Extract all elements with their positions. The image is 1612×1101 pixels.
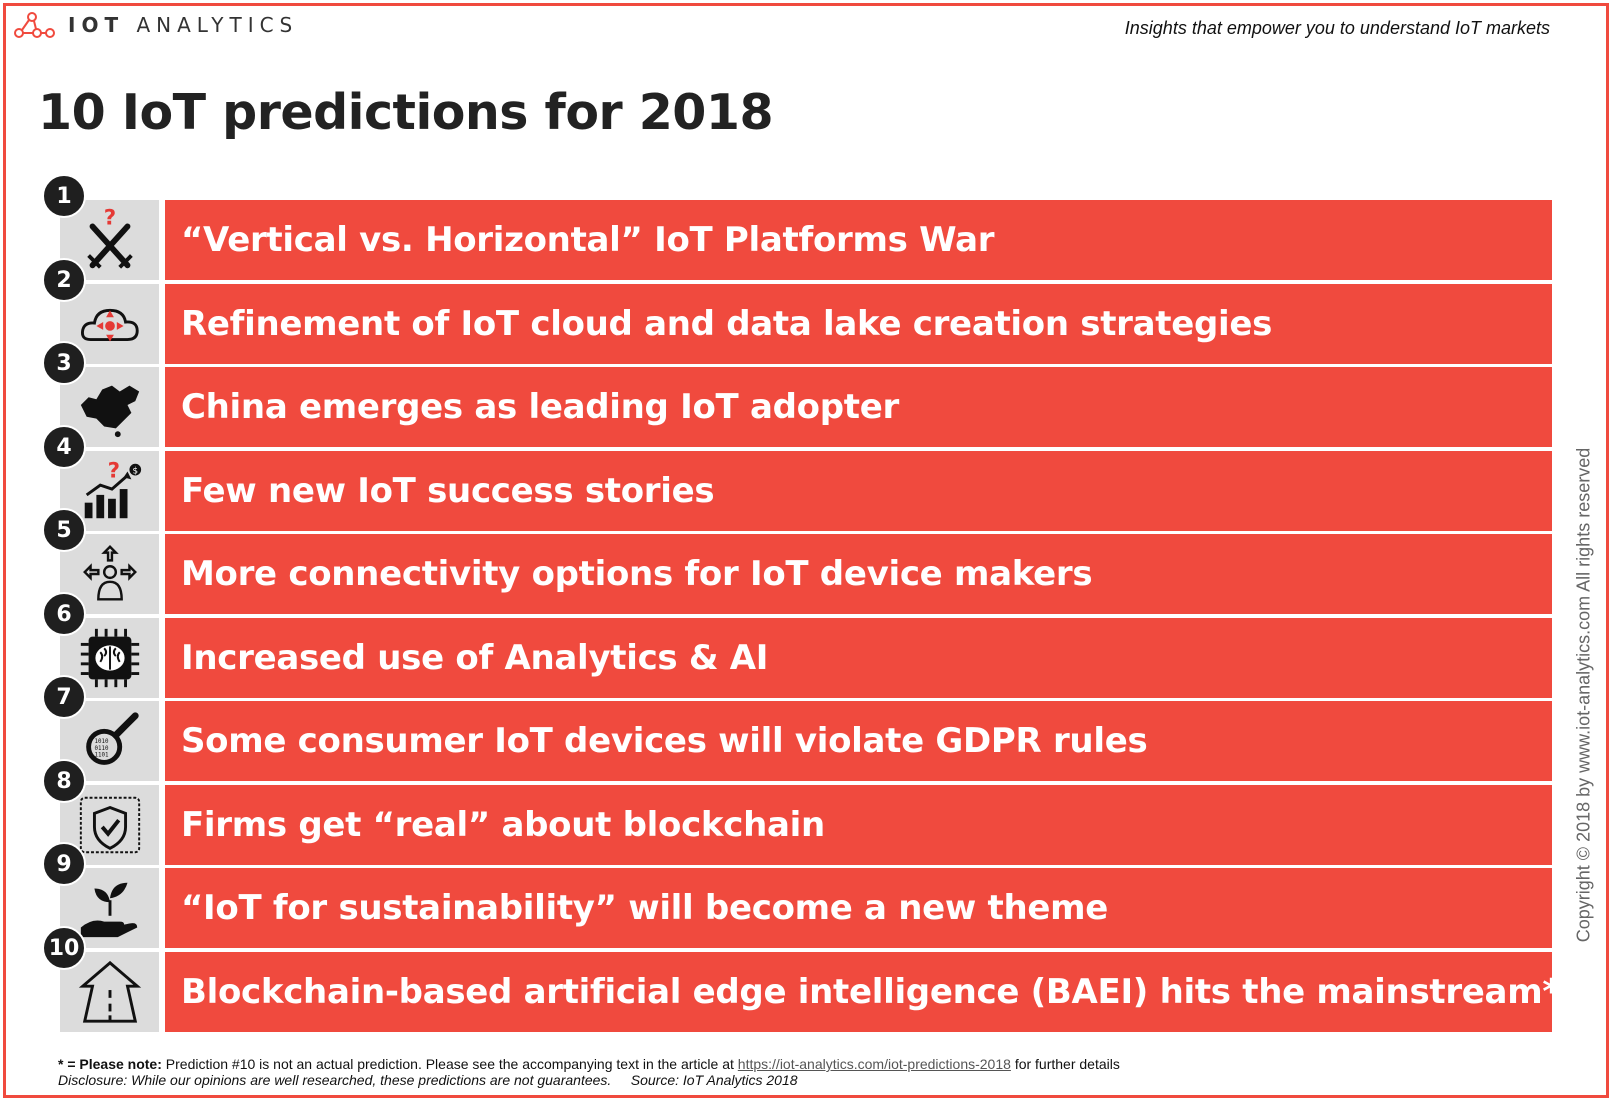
prediction-row: China emerges as leading IoT adopter (0, 367, 1612, 447)
logo: IOT ANALYTICS (12, 8, 298, 42)
prediction-row: ? $ Few new IoT success stories (0, 451, 1612, 531)
prediction-text: China emerges as leading IoT adopter (181, 387, 899, 427)
prediction-bar: Refinement of IoT cloud and data lake cr… (165, 284, 1552, 364)
prediction-row: More connectivity options for IoT device… (0, 534, 1612, 614)
footnote-line-1: * = Please note: Prediction #10 is not a… (58, 1056, 1120, 1072)
prediction-number-badge: 5 (42, 508, 86, 552)
prediction-row: ? “Vertical vs. Horizontal” IoT Platforms… (0, 200, 1612, 280)
prediction-row: 1010 0110 1101 Some consumer IoT devices wi… (0, 701, 1612, 781)
hand-plant-icon (80, 882, 137, 938)
prediction-number-badge: 3 (42, 341, 86, 385)
prediction-bar: Some consumer IoT devices will violate G… (165, 701, 1552, 781)
prediction-text: Increased use of Analytics & AI (181, 638, 769, 678)
prediction-number-badge: 4 (42, 425, 86, 469)
prediction-number-badge: 10 (42, 926, 86, 970)
svg-text:1101: 1101 (94, 753, 109, 759)
prediction-number-badge: 8 (42, 759, 86, 803)
prediction-text: Firms get “real” about blockchain (181, 805, 825, 845)
prediction-row: Refinement of IoT cloud and data lake cr… (0, 284, 1612, 364)
prediction-bar: “Vertical vs. Horizontal” IoT Platforms … (165, 200, 1552, 280)
copyright-notice: Copyright © 2018 by www.iot-analytics.co… (1573, 447, 1594, 943)
prediction-number-badge: 6 (42, 592, 86, 636)
road-icon (78, 960, 141, 1023)
prediction-bar: Increased use of Analytics & AI (165, 618, 1552, 698)
prediction-number-badge: 1 (42, 174, 86, 218)
person-arrows-icon (82, 545, 137, 601)
prediction-bar: Blockchain-based artificial edge intelli… (165, 952, 1560, 1032)
prediction-row: Firms get “real” about blockchain (0, 785, 1612, 865)
prediction-bar: Few new IoT success stories (165, 451, 1552, 531)
page-title: 10 IoT predictions for 2018 (38, 84, 774, 141)
crossed-swords-question-icon: ? (86, 205, 133, 269)
svg-text:$: $ (132, 467, 138, 477)
prediction-text: Refinement of IoT cloud and data lake cr… (181, 304, 1273, 344)
logo-text-light: ANALYTICS (136, 13, 299, 37)
prediction-bar: Firms get “real” about blockchain (165, 785, 1552, 865)
prediction-text: More connectivity options for IoT device… (181, 554, 1093, 594)
footnote: * = Please note: Prediction #10 is not a… (58, 1056, 1120, 1088)
growth-chart-question-icon: ? $ (84, 458, 141, 519)
tagline: Insights that empower you to understand … (1124, 18, 1550, 38)
prediction-text: Some consumer IoT devices will violate G… (181, 721, 1148, 761)
chip-brain-icon (80, 628, 139, 688)
prediction-icon-box (60, 618, 159, 698)
prediction-row: “IoT for sustainability” will become a n… (0, 868, 1612, 948)
prediction-bar: More connectivity options for IoT device… (165, 534, 1552, 614)
prediction-row: Blockchain-based artificial edge intelli… (0, 952, 1612, 1032)
svg-text:?: ? (103, 205, 115, 230)
prediction-number-badge: 2 (42, 258, 86, 302)
prediction-text: Few new IoT success stories (181, 471, 715, 511)
prediction-bar: “IoT for sustainability” will become a n… (165, 868, 1552, 948)
prediction-text: “IoT for sustainability” will become a n… (181, 888, 1109, 928)
logo-text-bold: IOT (68, 13, 125, 37)
china-map-icon (80, 385, 139, 438)
svg-text:0110: 0110 (94, 746, 109, 752)
network-nodes-icon (14, 12, 55, 38)
prediction-number-badge: 7 (42, 675, 86, 719)
prediction-text: “Vertical vs. Horizontal” IoT Platforms … (181, 220, 995, 260)
shield-chain-icon (79, 796, 140, 854)
logo-wordmark: IOT ANALYTICS (68, 13, 298, 37)
note-tail: for further details (1014, 1056, 1120, 1072)
prediction-bar: China emerges as leading IoT adopter (165, 367, 1552, 447)
footnote-line-2: Disclosure: While our opinions are well … (58, 1072, 1120, 1088)
note-text: Prediction #10 is not an actual predicti… (165, 1056, 734, 1072)
svg-text:1010: 1010 (94, 739, 109, 745)
prediction-number-badge: 9 (42, 842, 86, 886)
svg-text:?: ? (107, 458, 119, 483)
disclosure-text: Disclosure: While our opinions are well … (58, 1072, 612, 1088)
article-link[interactable]: https://iot-analytics.com/iot-prediction… (737, 1056, 1011, 1072)
cloud-arrows-icon (80, 308, 139, 342)
prediction-text: Blockchain-based artificial edge intelli… (181, 972, 1560, 1012)
source-text: Source: IoT Analytics 2018 (630, 1072, 798, 1088)
note-label: * = Please note: (58, 1056, 162, 1072)
prediction-row: Increased use of Analytics & AI (0, 618, 1612, 698)
